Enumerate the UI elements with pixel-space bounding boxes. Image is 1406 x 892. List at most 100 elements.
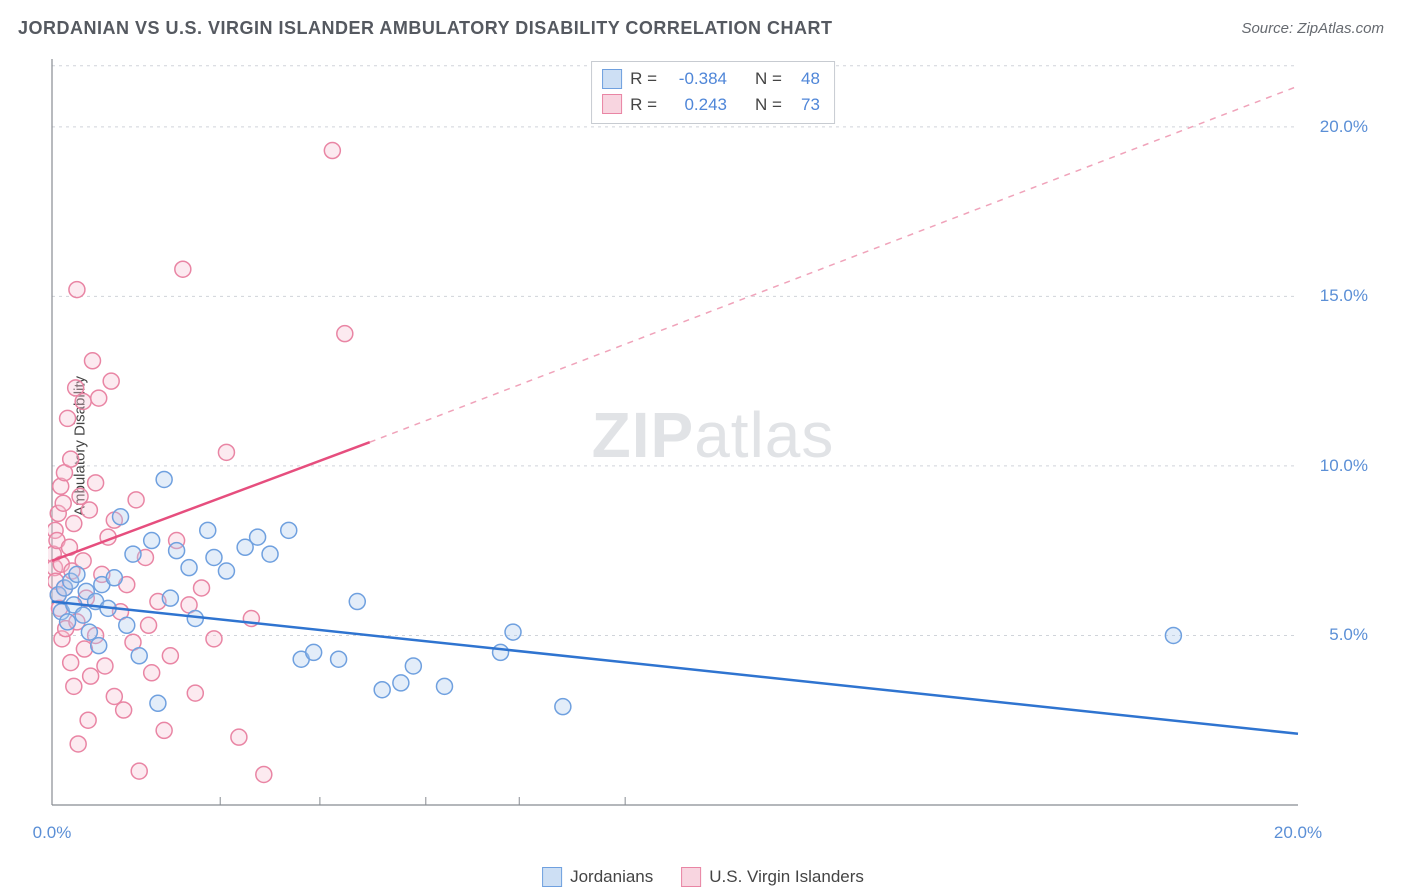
data-point [231,729,247,745]
data-point [162,648,178,664]
data-point [331,651,347,667]
data-point [144,665,160,681]
source-attribution: Source: ZipAtlas.com [1241,20,1384,37]
n-label: N = [755,92,782,118]
data-point [162,590,178,606]
data-point [218,444,234,460]
legend-correlation-row: R = -0.384 N = 48 [602,66,820,92]
n-value: 73 [790,92,820,118]
data-point [194,580,210,596]
data-point [156,722,172,738]
legend-swatch [602,94,622,114]
chart-title: JORDANIAN VS U.S. VIRGIN ISLANDER AMBULA… [18,18,833,39]
data-point [374,682,390,698]
data-point [144,533,160,549]
data-point [206,549,222,565]
data-point [76,641,92,657]
legend-swatch [602,69,622,89]
data-point [69,282,85,298]
x-tick-label: 20.0% [1274,823,1322,843]
data-point [81,502,97,518]
data-point [60,410,76,426]
data-point [106,688,122,704]
data-point [256,766,272,782]
data-point [181,560,197,576]
scatter-plot: ZIPatlas R =-0.384N =48R =0.243N =73 5.0… [48,55,1378,815]
data-point [150,695,166,711]
data-point [206,631,222,647]
trend-line [52,602,1298,734]
plot-svg [48,55,1378,815]
data-point [436,678,452,694]
r-value: -0.384 [665,66,727,92]
data-point [80,712,96,728]
data-point [200,522,216,538]
data-point [393,675,409,691]
legend-swatch [681,867,701,887]
y-tick-label: 5.0% [1329,625,1368,645]
data-point [88,475,104,491]
data-point [119,617,135,633]
data-point [1165,627,1181,643]
r-value: 0.243 [665,92,727,118]
data-point [281,522,297,538]
series-legend: Jordanians U.S. Virgin Islanders [542,867,864,887]
data-point [555,699,571,715]
data-point [337,326,353,342]
data-point [66,516,82,532]
trend-line-extrapolated [370,86,1298,442]
data-point [187,685,203,701]
data-point [84,353,100,369]
data-point [69,566,85,582]
data-point [75,607,91,623]
y-tick-label: 10.0% [1320,456,1368,476]
n-label: N = [755,66,782,92]
data-point [60,614,76,630]
data-point [113,509,129,525]
data-point [125,546,141,562]
data-point [91,390,107,406]
legend-series-label: Jordanians [570,867,653,887]
y-tick-label: 20.0% [1320,117,1368,137]
data-point [493,644,509,660]
data-point [72,488,88,504]
data-point [131,763,147,779]
data-point [262,546,278,562]
data-point [97,658,113,674]
r-label: R = [630,66,657,92]
data-point [63,451,79,467]
legend-series-label: U.S. Virgin Islanders [709,867,864,887]
data-point [70,736,86,752]
data-point [349,594,365,610]
legend-correlation-row: R = 0.243 N = 73 [602,92,820,118]
data-point [156,471,172,487]
r-label: R = [630,92,657,118]
data-point [106,570,122,586]
data-point [250,529,266,545]
data-point [505,624,521,640]
data-point [169,543,185,559]
data-point [324,143,340,159]
data-point [81,624,97,640]
data-point [405,658,421,674]
y-tick-label: 15.0% [1320,286,1368,306]
data-point [116,702,132,718]
n-value: 48 [790,66,820,92]
legend-series-item: Jordanians [542,867,653,887]
legend-swatch [542,867,562,887]
data-point [55,495,71,511]
data-point [66,678,82,694]
data-point [103,373,119,389]
data-point [83,668,99,684]
data-point [131,648,147,664]
data-point [128,492,144,508]
data-point [91,638,107,654]
data-point [75,393,91,409]
data-point [63,655,79,671]
data-point [218,563,234,579]
legend-series-item: U.S. Virgin Islanders [681,867,864,887]
data-point [306,644,322,660]
data-point [175,261,191,277]
data-point [141,617,157,633]
trend-line [52,442,370,561]
